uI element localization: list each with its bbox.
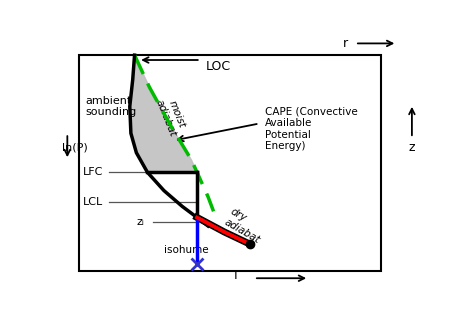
Text: moist
adiabat: moist adiabat [154,94,189,139]
Text: LOC: LOC [206,60,231,73]
Text: T: T [232,268,239,281]
Text: LCL: LCL [83,197,103,207]
Text: CAPE (Convective
Available
Potential
Energy): CAPE (Convective Available Potential Ene… [265,107,358,151]
Text: dry
adiabat: dry adiabat [223,207,268,245]
Text: LFC: LFC [83,167,103,177]
Text: ambient
sounding: ambient sounding [85,96,136,117]
Text: ln(P): ln(P) [62,143,88,153]
Text: zᵢ: zᵢ [137,217,144,227]
Text: isohume: isohume [164,245,209,256]
Bar [80,55,381,271]
Text: z: z [409,141,415,154]
Polygon shape [130,55,197,172]
Text: r: r [343,37,348,50]
